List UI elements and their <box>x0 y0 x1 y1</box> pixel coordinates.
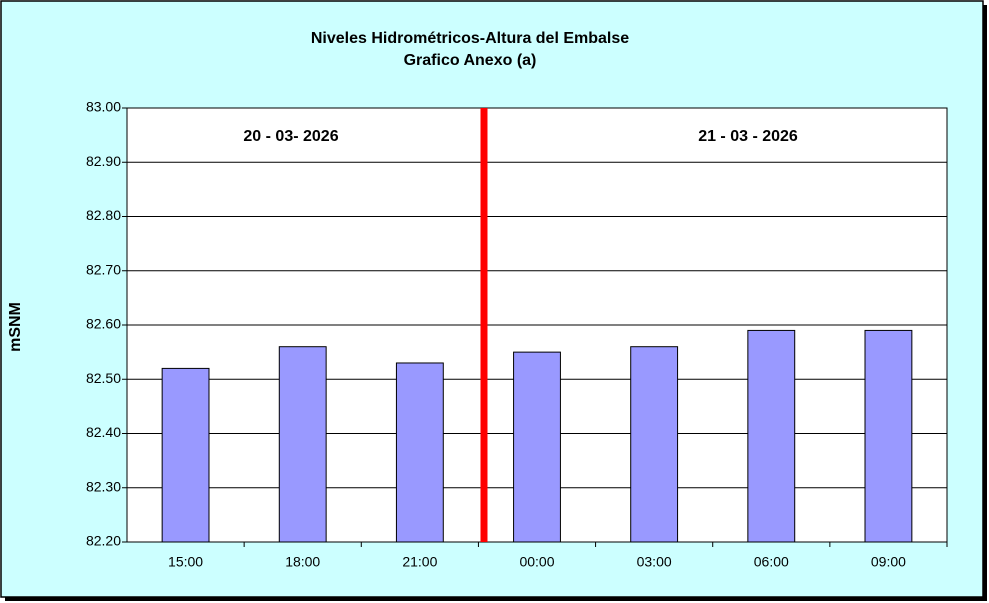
y-axis-label: mSNM <box>7 302 24 352</box>
annotation: 20 - 03- 2026 <box>243 128 338 145</box>
bar <box>747 329 796 543</box>
y-tick-label: 82.80 <box>86 207 121 223</box>
y-tick-label: 82.50 <box>86 370 121 386</box>
bar <box>395 362 444 543</box>
bar <box>630 346 679 543</box>
bar <box>513 351 561 543</box>
y-tick-label: 82.20 <box>86 533 121 549</box>
x-tick-label: 06:00 <box>754 554 789 570</box>
y-tick-label: 82.40 <box>86 424 121 440</box>
x-tick-label: 03:00 <box>637 554 672 570</box>
x-tick-label: 09:00 <box>871 554 906 570</box>
y-tick-label: 82.30 <box>86 478 121 494</box>
x-tick-label: 21:00 <box>402 554 437 570</box>
y-tick-label: 82.90 <box>86 153 121 169</box>
annotation: 21 - 03 - 2026 <box>698 128 798 145</box>
y-tick-label: 83.00 <box>86 99 121 115</box>
chart-subtitle: Grafico Anexo (a) <box>404 52 537 69</box>
x-tick-label: 15:00 <box>168 554 203 570</box>
bar <box>278 346 327 543</box>
y-tick-label: 82.60 <box>86 316 121 332</box>
chart-title: Niveles Hidrométricos-Altura del Embalse <box>311 30 629 47</box>
y-tick-label: 82.70 <box>86 261 121 277</box>
bar <box>864 329 913 543</box>
x-tick-label: 00:00 <box>519 554 554 570</box>
x-tick-label: 18:00 <box>285 554 320 570</box>
bar <box>161 367 210 543</box>
